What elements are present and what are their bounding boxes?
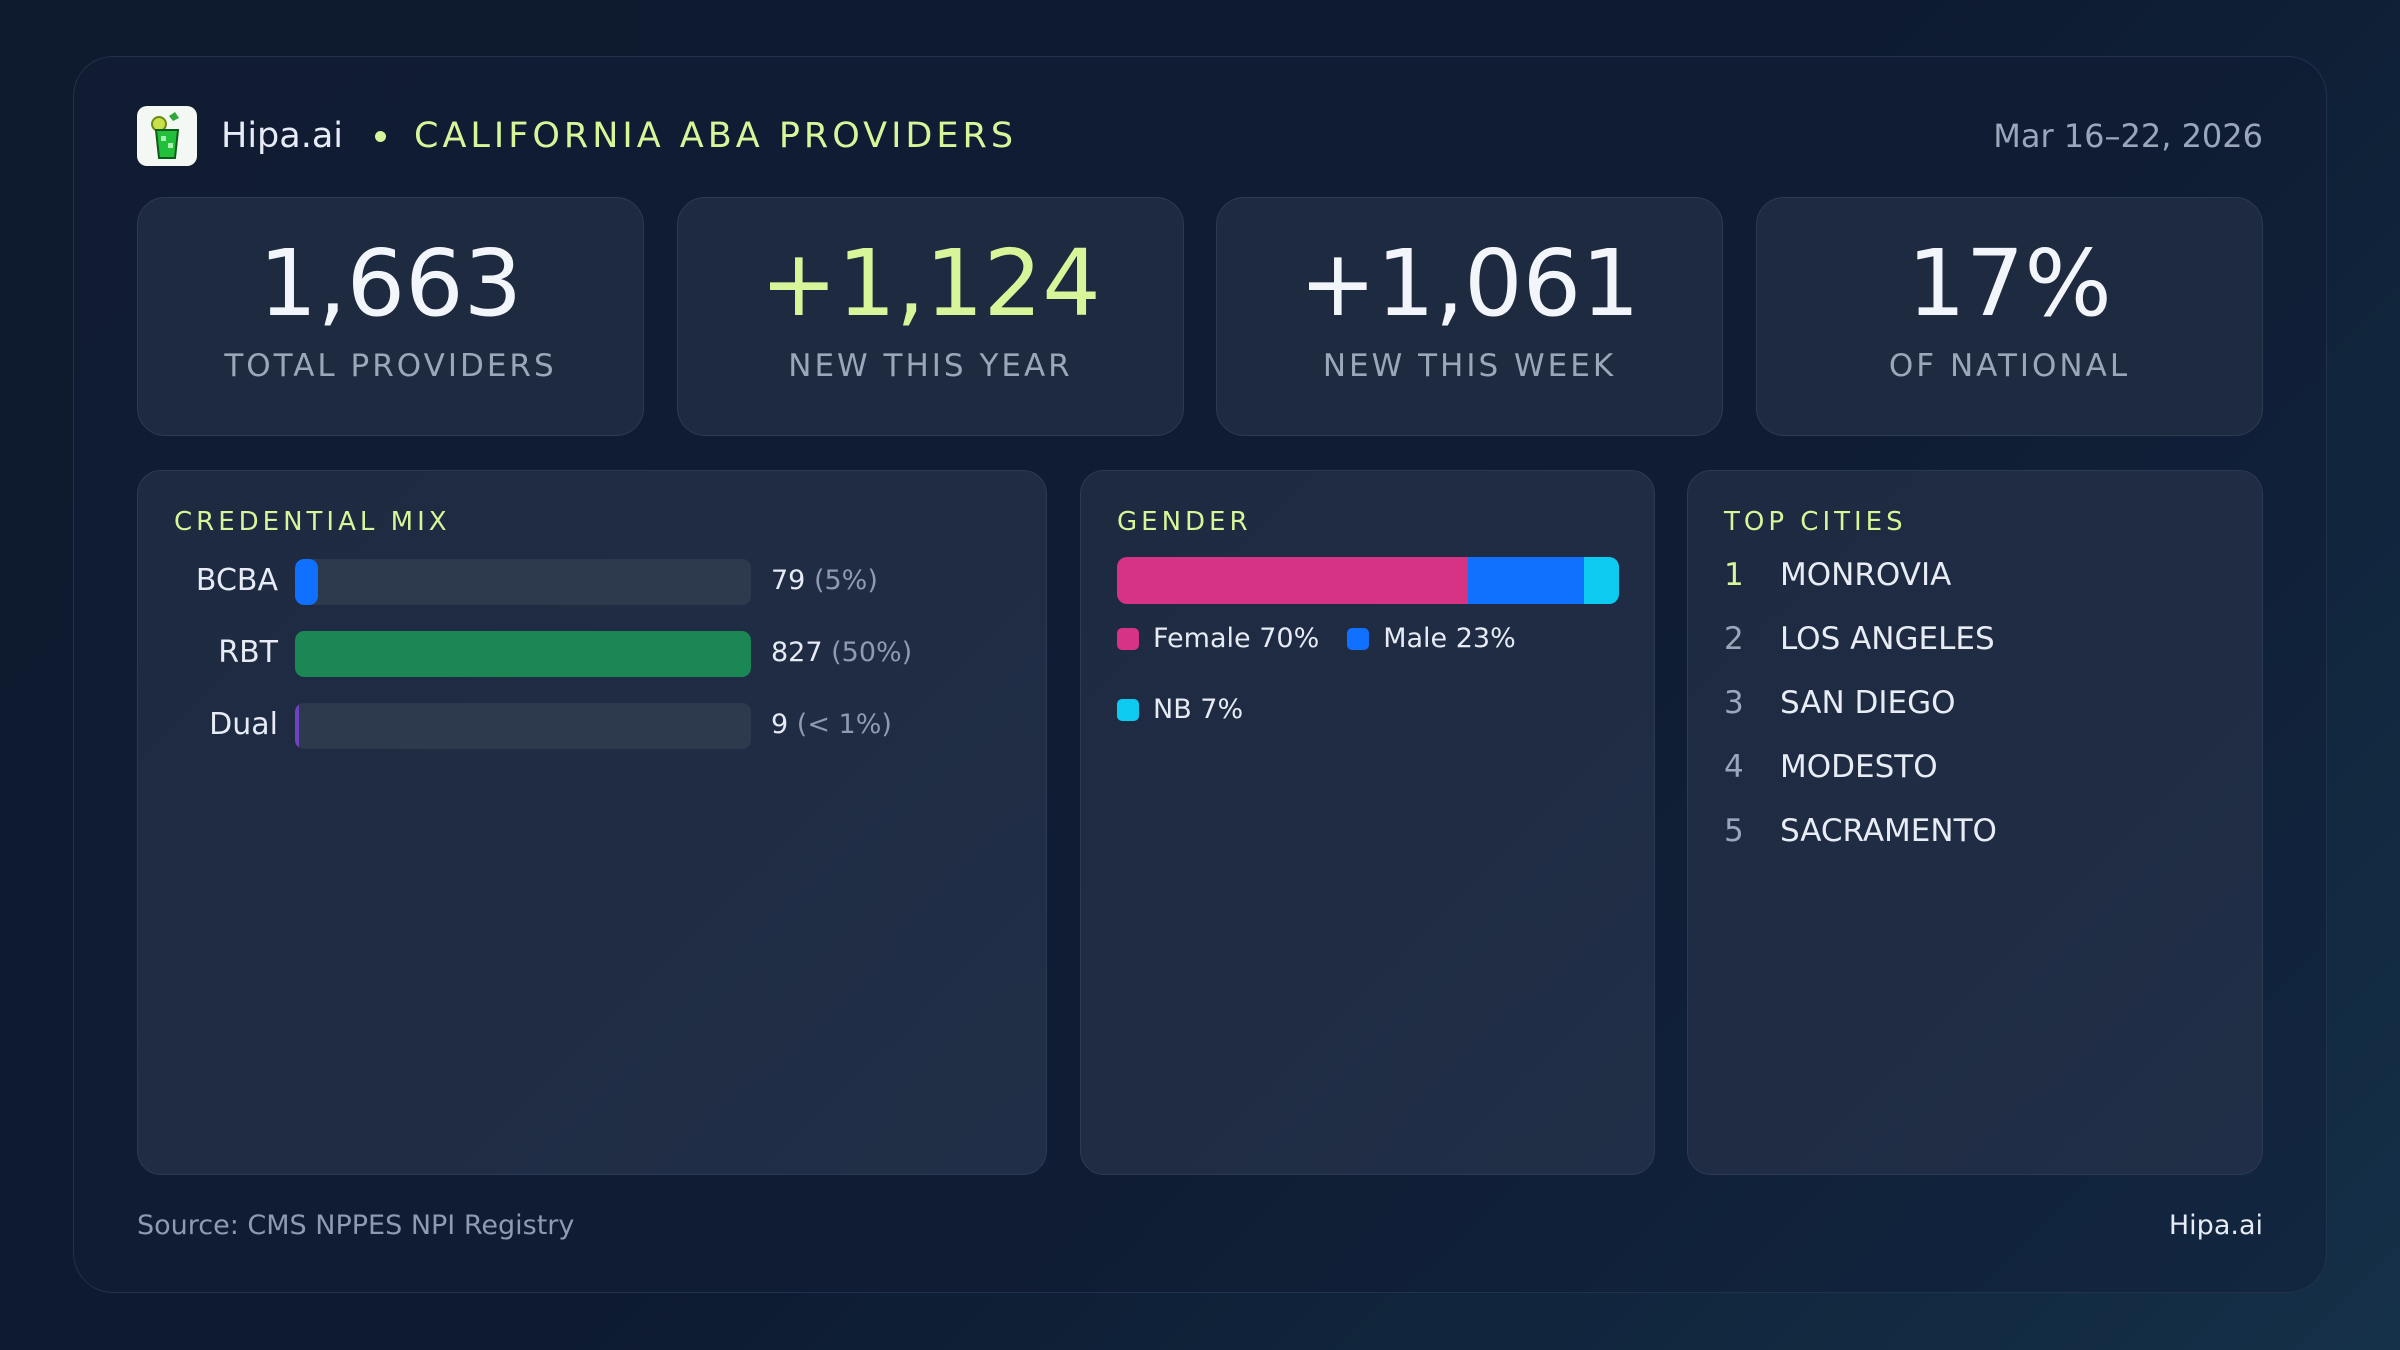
city-name: SACRAMENTO (1780, 813, 1997, 849)
panel-title: GENDER (1117, 507, 1252, 537)
date-range: Mar 16–22, 2026 (1993, 117, 2263, 155)
legend-item: Female 70% (1117, 623, 1319, 654)
legend-item: Male 23% (1347, 623, 1516, 654)
footer: Source: CMS NPPES NPI Registry Hipa.ai (137, 1210, 2263, 1241)
city-rank: 3 (1724, 685, 1744, 721)
kpi-new-this-week: +1,061 NEW THIS WEEK (1216, 197, 1723, 436)
credential-percent: (< 1%) (796, 709, 892, 740)
credential-bar-track (295, 631, 751, 677)
city-name: SAN DIEGO (1780, 685, 1956, 721)
kpi-value: +1,124 (760, 230, 1101, 337)
credential-row: Dual 9 (< 1%) (138, 703, 1046, 749)
legend-swatch (1347, 627, 1370, 650)
credential-value: 9 (< 1%) (771, 709, 892, 740)
kpi-total-providers: 1,663 TOTAL PROVIDERS (137, 197, 644, 436)
gender-segment (1117, 557, 1469, 604)
city-row: 3 SAN DIEGO (1724, 685, 1956, 721)
panel-title: CREDENTIAL MIX (174, 507, 451, 537)
credential-bar-fill (295, 703, 299, 749)
legend-swatch (1117, 627, 1139, 650)
credential-value: 827 (50%) (771, 637, 912, 668)
credential-label: Dual (209, 707, 278, 742)
city-rank: 1 (1724, 557, 1744, 593)
gender-segment (1583, 557, 1619, 604)
kpi-label: NEW THIS WEEK (1322, 348, 1617, 384)
credential-count: 827 (771, 637, 823, 668)
credential-count: 9 (771, 709, 789, 740)
gender-panel: GENDER Female 70% Male 23% NB 7% (1080, 470, 1655, 1175)
kpi-value: +1,061 (1299, 230, 1640, 337)
credential-percent: (5%) (813, 565, 878, 596)
credential-bar-track (295, 559, 751, 605)
brand-name: Hipa.ai (221, 116, 344, 156)
top-cities-panel: TOP CITIES 1 MONROVIA 2 LOS ANGELES 3 SAN DIE… (1687, 470, 2263, 1175)
separator-dot (375, 130, 387, 142)
legend-label: Male 23% (1383, 623, 1516, 654)
kpi-new-this-year: +1,124 NEW THIS YEAR (677, 197, 1184, 436)
credential-count: 79 (771, 565, 806, 596)
kpi-value: 1,663 (258, 230, 523, 337)
city-row: 2 LOS ANGELES (1724, 621, 1995, 657)
panel-title: TOP CITIES (1724, 507, 1907, 537)
legend-swatch (1117, 698, 1139, 721)
legend-item: NB 7% (1117, 694, 1243, 725)
city-row: 4 MODESTO (1724, 749, 1938, 785)
kpi-of-national: 17% OF NATIONAL (1756, 197, 2263, 436)
city-row: 1 MONROVIA (1724, 557, 1951, 593)
kpi-value: 17% (1907, 230, 2112, 337)
city-name: MONROVIA (1780, 557, 1952, 593)
city-row: 5 SACRAMENTO (1724, 813, 1997, 849)
gender-legend: Female 70% Male 23% NB 7% (1117, 623, 1597, 725)
legend-label: Female 70% (1153, 623, 1320, 654)
gender-stacked-bar (1117, 557, 1619, 604)
credential-label: RBT (218, 635, 278, 670)
kpi-label: TOTAL PROVIDERS (224, 348, 557, 384)
city-rank: 2 (1724, 621, 1744, 657)
credential-bar-fill (295, 631, 751, 677)
credential-label: BCBA (195, 563, 278, 598)
footer-brand: Hipa.ai (2168, 1210, 2263, 1241)
credential-row: BCBA 79 (5%) (138, 559, 1046, 605)
city-name: MODESTO (1780, 749, 1938, 785)
credential-percent: (50%) (831, 637, 913, 668)
city-rank: 4 (1724, 749, 1744, 785)
credential-mix-panel: CREDENTIAL MIX BCBA 79 (5%) RBT 827 (50%) Du… (137, 470, 1047, 1175)
gender-segment (1468, 557, 1584, 604)
kpi-label: NEW THIS YEAR (788, 348, 1073, 384)
legend-label: NB 7% (1153, 694, 1244, 725)
credential-bar-fill (295, 559, 318, 605)
source-note: Source: CMS NPPES NPI Registry (137, 1210, 575, 1241)
mojito-logo-icon (137, 106, 197, 166)
city-name: LOS ANGELES (1780, 621, 1995, 657)
page-title: CALIFORNIA ABA PROVIDERS (414, 116, 1018, 156)
credential-value: 79 (5%) (771, 565, 878, 596)
kpi-label: OF NATIONAL (1888, 348, 2131, 384)
credential-row: RBT 827 (50%) (138, 631, 1046, 677)
header: Hipa.ai CALIFORNIA ABA PROVIDERS Mar 16–… (137, 105, 2263, 167)
credential-bar-track (295, 703, 751, 749)
city-rank: 5 (1724, 813, 1744, 849)
